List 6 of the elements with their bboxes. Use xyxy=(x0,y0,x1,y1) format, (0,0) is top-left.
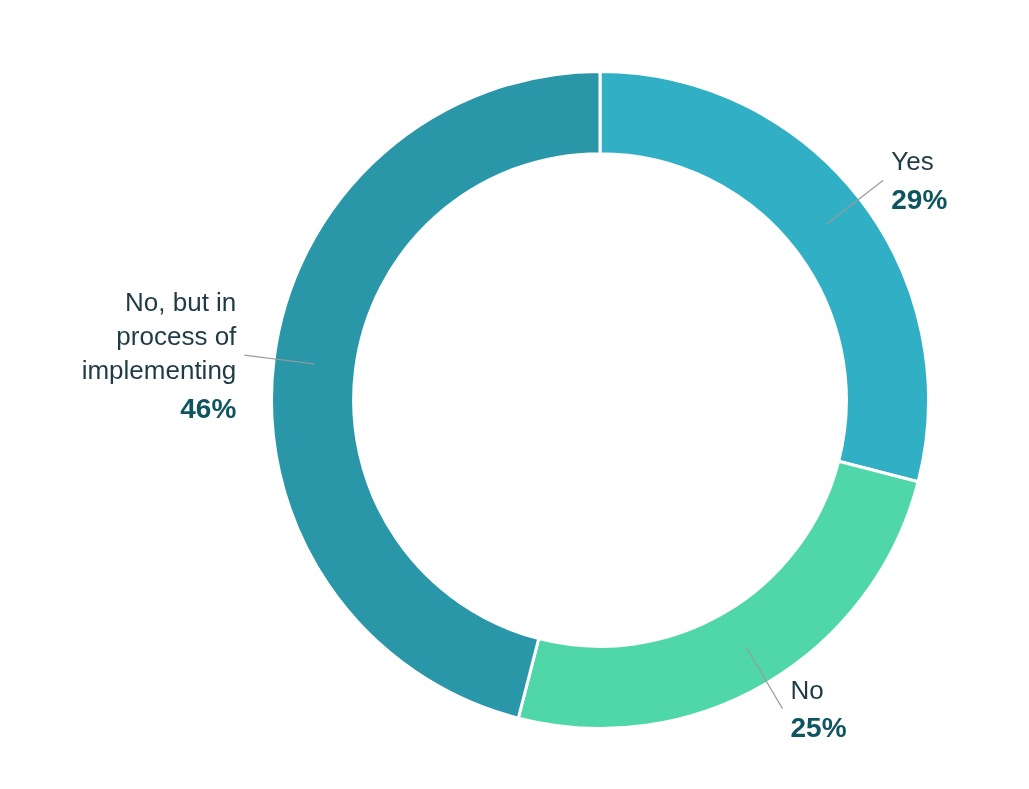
slice-label: No, but in process of implementing xyxy=(81,287,238,386)
slice-label: Yes xyxy=(891,146,934,177)
slice-label: No xyxy=(790,674,824,705)
data-label: 46% xyxy=(180,392,237,424)
data-label: 25% xyxy=(790,712,847,744)
data-label: 29% xyxy=(891,183,948,215)
